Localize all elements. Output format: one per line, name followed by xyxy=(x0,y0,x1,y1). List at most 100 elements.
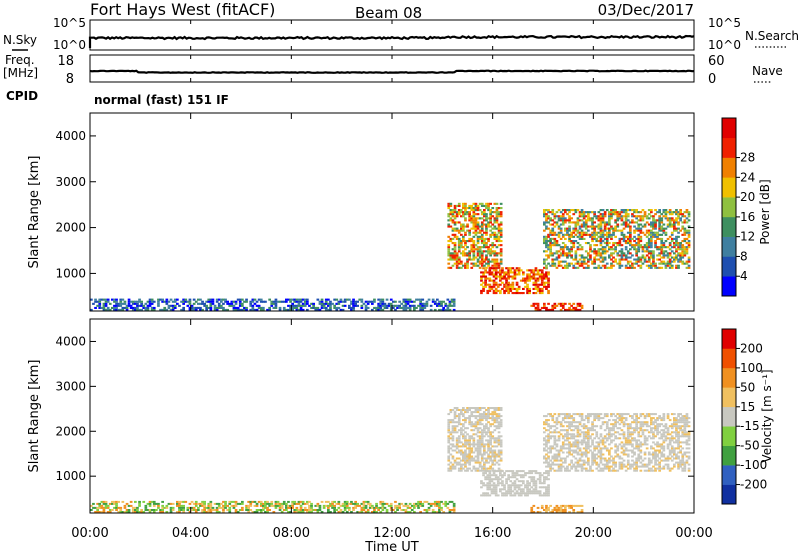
data-cell xyxy=(656,441,659,444)
data-cell xyxy=(631,219,634,222)
data-cell xyxy=(276,504,280,507)
data-cell xyxy=(670,213,674,216)
data-cell xyxy=(509,480,513,483)
data-cell xyxy=(499,262,503,265)
data-cell xyxy=(464,213,467,216)
data-cell xyxy=(603,435,607,438)
data-cell xyxy=(489,417,492,420)
data-cell xyxy=(373,511,376,513)
data-cell xyxy=(470,413,474,416)
data-cell xyxy=(580,465,584,468)
data-cell xyxy=(455,445,459,448)
data-cell xyxy=(626,453,630,456)
data-cell xyxy=(354,302,357,305)
data-cell xyxy=(526,285,529,288)
data-cell xyxy=(555,266,559,269)
data-cell xyxy=(513,474,517,477)
data-cell xyxy=(681,256,685,259)
data-cell xyxy=(675,219,678,222)
data-cell xyxy=(608,429,611,432)
data-cell xyxy=(658,467,661,470)
data-cell xyxy=(641,443,645,446)
data-cell xyxy=(457,421,461,424)
data-cell xyxy=(624,248,628,251)
data-cell xyxy=(417,506,420,509)
data-cell xyxy=(366,509,370,511)
data-cell xyxy=(287,506,290,509)
data-cell xyxy=(509,494,513,497)
data-cell xyxy=(293,509,297,511)
data-cell xyxy=(373,509,376,511)
data-cell xyxy=(652,433,655,436)
data-cell xyxy=(464,244,467,247)
data-cell xyxy=(501,281,504,284)
data-cell xyxy=(293,304,297,307)
data-cell xyxy=(555,423,559,426)
data-cell xyxy=(102,502,106,505)
data-cell xyxy=(591,250,594,253)
data-cell xyxy=(637,449,641,452)
data-cell xyxy=(303,298,307,301)
data-cell xyxy=(447,427,451,430)
data-cell xyxy=(121,298,125,301)
data-cell xyxy=(652,457,655,460)
data-cell xyxy=(316,306,320,309)
data-cell xyxy=(595,431,599,434)
data-cell xyxy=(483,415,486,418)
data-cell xyxy=(381,298,385,301)
data-cell xyxy=(624,215,628,218)
data-cell xyxy=(470,455,474,458)
data-cell xyxy=(348,506,351,509)
data-cell xyxy=(489,459,492,462)
data-cell xyxy=(668,217,672,220)
data-cell xyxy=(599,233,603,236)
data-cell xyxy=(453,407,457,409)
data-cell xyxy=(482,271,485,274)
data-cell xyxy=(668,469,672,472)
data-cell xyxy=(447,425,451,428)
data-cell xyxy=(423,306,427,309)
data-cell xyxy=(683,211,687,214)
data-cell xyxy=(476,435,480,438)
data-cell xyxy=(620,264,624,267)
data-cell xyxy=(462,467,465,470)
data-cell xyxy=(486,283,490,286)
data-cell xyxy=(447,248,451,251)
data-cell xyxy=(650,244,653,247)
data-cell xyxy=(526,480,529,483)
data-cell xyxy=(637,455,641,458)
data-cell xyxy=(666,413,670,416)
data-cell xyxy=(564,244,567,247)
data-cell xyxy=(249,304,253,307)
data-cell xyxy=(660,260,664,263)
data-cell xyxy=(530,480,534,483)
data-cell xyxy=(624,258,628,261)
data-cell xyxy=(591,455,594,458)
data-cell xyxy=(478,252,482,255)
data-cell xyxy=(561,306,565,309)
data-cell xyxy=(460,233,463,236)
data-cell xyxy=(505,478,508,481)
data-cell xyxy=(493,264,497,267)
data-cell xyxy=(446,306,450,309)
data-cell xyxy=(278,306,282,309)
data-cell xyxy=(106,300,110,303)
data-cell xyxy=(285,308,288,311)
data-cell xyxy=(547,451,550,454)
data-cell xyxy=(182,511,185,513)
data-cell xyxy=(643,437,647,440)
data-cell xyxy=(654,233,657,236)
data-cell xyxy=(593,447,596,450)
data-cell xyxy=(595,447,599,450)
data-cell xyxy=(489,209,492,212)
data-cell xyxy=(618,258,622,261)
data-cell xyxy=(476,223,480,226)
data-cell xyxy=(635,250,638,253)
data-cell xyxy=(389,304,393,307)
data-cell xyxy=(645,415,649,418)
data-cell xyxy=(178,502,181,505)
nave-label: Nave xyxy=(752,64,783,78)
data-cell xyxy=(603,215,607,218)
data-cell xyxy=(608,231,611,234)
data-cell xyxy=(566,437,569,440)
